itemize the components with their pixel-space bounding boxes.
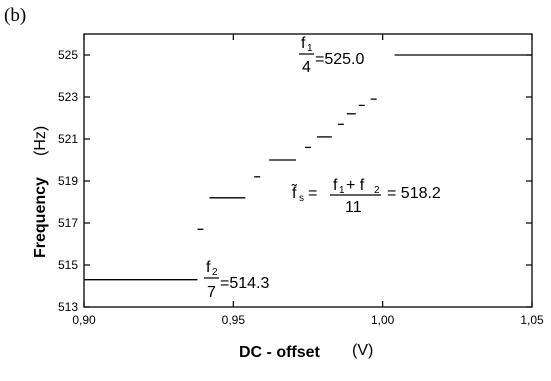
y-tick-label: 521 bbox=[58, 132, 78, 146]
x-axis-ticks: 0,90 0,95 1,00 1,05 bbox=[72, 34, 544, 327]
annotation-fs: f̃ s = f 1 + f 2 11 = 518.2 bbox=[291, 177, 441, 216]
annotation-fs-lhs: f̃ bbox=[291, 182, 298, 202]
y-axis-title-group: Frequency (Hz) bbox=[32, 126, 49, 258]
plot-area-border bbox=[83, 33, 533, 308]
frequency-steps bbox=[84, 54, 532, 281]
annotation-f1-numerator-sub: 1 bbox=[307, 43, 313, 54]
annotation-f1: f 1 4 =525.0 bbox=[299, 35, 364, 76]
x-axis-unit: (V) bbox=[352, 342, 373, 359]
annotation-f2-numerator-sub: 2 bbox=[212, 267, 218, 278]
annotation-fs-equals: = bbox=[308, 185, 317, 202]
annotation-f2-denominator: 7 bbox=[207, 284, 216, 301]
annotation-f2-value: =514.3 bbox=[220, 275, 269, 292]
annotation-fs-lhs-sub: s bbox=[299, 193, 304, 204]
annotation-fs-numerator-b-sub: 2 bbox=[374, 185, 380, 196]
annotation-f1-value: =525.0 bbox=[315, 51, 364, 68]
y-tick-label: 513 bbox=[58, 300, 78, 314]
panel-label: (b) bbox=[4, 5, 26, 26]
annotation-f1-numerator: f bbox=[301, 35, 306, 52]
annotation-fs-numerator-a-sub: 1 bbox=[339, 185, 345, 196]
x-tick-label: 0,95 bbox=[222, 313, 246, 327]
annotation-fs-value: = 518.2 bbox=[387, 185, 441, 202]
annotation-fs-numerator-a: f bbox=[333, 177, 338, 194]
plot-frame bbox=[83, 33, 533, 308]
y-axis-unit: (Hz) bbox=[32, 126, 49, 156]
y-tick-label: 515 bbox=[58, 258, 78, 272]
y-tick-label: 523 bbox=[58, 90, 78, 104]
annotation-f2: f 2 7 =514.3 bbox=[204, 259, 269, 301]
y-axis-title: Frequency bbox=[32, 177, 49, 258]
x-axis-title: DC - offset bbox=[239, 344, 321, 361]
annotation-fs-denominator: 11 bbox=[345, 199, 362, 216]
x-tick-label: 1,00 bbox=[371, 313, 395, 327]
annotation-f1-denominator: 4 bbox=[302, 59, 311, 76]
y-tick-label: 525 bbox=[58, 48, 78, 62]
x-tick-label: 1,05 bbox=[520, 313, 544, 327]
x-tick-label: 0,90 bbox=[72, 313, 96, 327]
y-tick-label: 519 bbox=[58, 174, 78, 188]
y-axis-ticks: 513 515 517 519 521 523 525 bbox=[58, 48, 532, 314]
y-tick-label: 517 bbox=[58, 216, 78, 230]
annotation-f2-numerator: f bbox=[206, 259, 211, 276]
annotation-fs-numerator-plus: + f bbox=[346, 177, 365, 194]
